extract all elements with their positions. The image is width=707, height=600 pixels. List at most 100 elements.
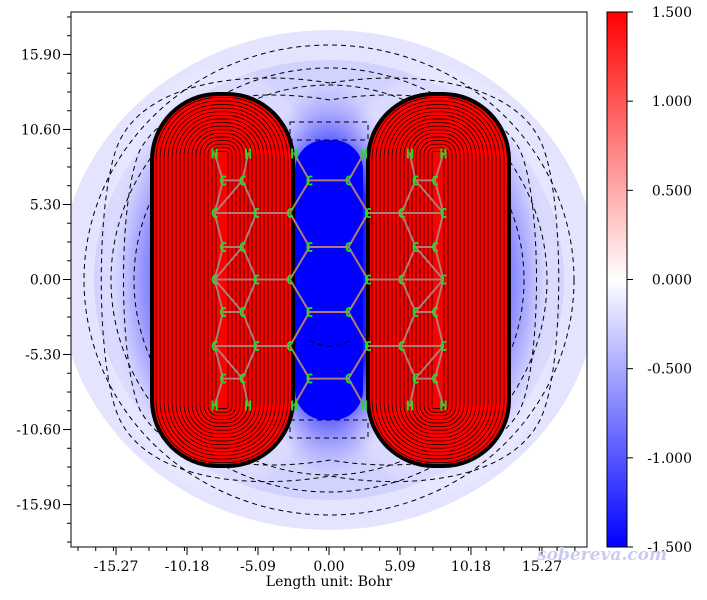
y-tick-label: 0.00 <box>30 273 61 289</box>
hydrogen-atom-label: H <box>211 399 219 414</box>
plot-field: H H H H H HC C C C C CC C C C C CC C C C C CC C C C C CC C C C C CC C C C… <box>71 12 587 547</box>
x-tick-label: 0.00 <box>313 559 344 575</box>
y-tick-label: 5.30 <box>30 197 61 213</box>
bond <box>434 378 445 406</box>
hydrogen-atom-label: H <box>406 148 414 163</box>
bond <box>241 212 258 248</box>
x-axis-ticks: -15.27 -10.18 -5.09 0.00 5.09 10.18 15.27 <box>77 547 576 575</box>
bond <box>213 345 244 380</box>
bond <box>347 378 365 406</box>
carbon-atom-label: C <box>253 207 261 222</box>
carbon-atom-label: C <box>412 373 420 388</box>
carbon-atom-label: C <box>286 274 294 289</box>
x-tick-label: 15.27 <box>522 559 562 575</box>
bond <box>213 279 224 313</box>
bond <box>414 179 445 214</box>
bond <box>434 153 445 181</box>
bond <box>347 153 365 181</box>
bond <box>414 246 445 281</box>
carbon-atom-label: C <box>412 174 420 189</box>
carbon-atom-label: C <box>286 340 294 355</box>
carbon-atom-label: C <box>398 274 406 289</box>
carbon-atom-label: C <box>364 207 372 222</box>
colorbar-tick-label: -0.500 <box>647 362 692 378</box>
y-tick-label: -5.30 <box>25 348 61 364</box>
colorbar-tick-label: -1.000 <box>647 451 692 467</box>
carbon-atom-label: C <box>345 373 353 388</box>
watermark: sobereva.com <box>536 545 667 565</box>
carbon-atom-label: C <box>286 207 294 222</box>
bond <box>434 279 445 313</box>
molecular-bonds <box>213 153 445 406</box>
bond <box>400 246 417 280</box>
colorbar-ticks: 1.500 1.000 0.500 0.000 -0.500 -1.000 -1.500 <box>627 5 692 556</box>
carbon-atom-label: C <box>431 174 439 189</box>
carbon-atom-label: C <box>364 340 372 355</box>
x-tick-label: -10.18 <box>165 559 210 575</box>
x-tick-label: -15.27 <box>94 559 139 575</box>
carbon-atom-label: C <box>239 174 247 189</box>
bond <box>414 345 445 380</box>
bond <box>400 311 417 347</box>
bond <box>213 378 224 406</box>
carbon-atom-label: C <box>211 207 219 222</box>
bond <box>213 153 224 181</box>
y-tick-label: -10.60 <box>16 423 61 439</box>
bond <box>400 279 417 313</box>
bond <box>241 311 258 347</box>
colorbar <box>606 11 628 548</box>
bond <box>241 279 258 313</box>
y-tick-label: 15.90 <box>21 47 61 63</box>
carbon-atom-label: C <box>439 207 447 222</box>
carbon-atom-label: C <box>219 306 227 321</box>
carbon-atom-label: C <box>364 274 372 289</box>
bond <box>241 180 258 214</box>
bond <box>241 345 258 379</box>
bond <box>241 378 250 406</box>
hydrogen-atom-label: H <box>244 399 252 414</box>
bond <box>434 246 445 280</box>
colorbar-tick-label: 0.000 <box>652 273 692 289</box>
carbon-atom-label: C <box>306 306 314 321</box>
carbon-atom-label: C <box>239 241 247 256</box>
hydrogen-atom-label: H <box>406 399 414 414</box>
colorbar-tick-label: -1.500 <box>647 540 692 556</box>
bond <box>289 311 311 347</box>
bond <box>408 378 417 406</box>
bond <box>347 246 369 281</box>
carbon-atom-label: C <box>306 241 314 256</box>
bond <box>241 153 250 181</box>
bond <box>434 212 445 248</box>
carbon-atom-label: C <box>219 174 227 189</box>
bond <box>289 212 311 248</box>
colorbar-tick-label: 0.500 <box>652 183 692 199</box>
bond <box>408 153 417 181</box>
bond <box>213 180 224 214</box>
negative-contours <box>83 44 575 516</box>
carbon-atom-label: C <box>345 306 353 321</box>
bond <box>434 345 445 379</box>
bond <box>213 179 244 214</box>
atom-labels: H H H H H HC C C C C CC C C C C CC C C C C CC C C C C CC C C C C CC C C C… <box>211 148 448 415</box>
bond <box>289 179 311 214</box>
carbon-atom-label: C <box>219 373 227 388</box>
hydrogen-atom-label: H <box>290 148 298 163</box>
carbon-atom-label: C <box>219 241 227 256</box>
bond <box>289 345 311 380</box>
bond <box>434 311 445 347</box>
bond <box>213 278 244 313</box>
bond <box>400 212 417 248</box>
bond <box>289 278 311 313</box>
y-tick-label: 10.60 <box>21 122 61 138</box>
hydrogen-atom-label: H <box>439 148 447 163</box>
hydrogen-atom-label: H <box>290 399 298 414</box>
bond <box>213 246 224 280</box>
carbon-atom-label: C <box>412 241 420 256</box>
x-axis-label: Length unit: Bohr <box>266 574 393 590</box>
bond <box>414 278 445 313</box>
carbon-atom-label: C <box>431 241 439 256</box>
carbon-atom-label: C <box>398 207 406 222</box>
bond <box>241 246 258 280</box>
bond <box>347 212 369 248</box>
